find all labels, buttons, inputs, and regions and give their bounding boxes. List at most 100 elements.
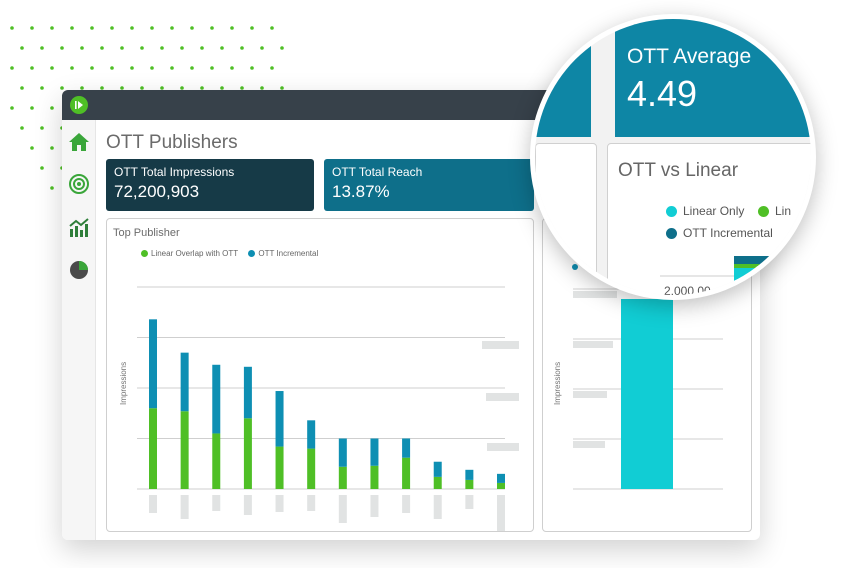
- decorative-dot: [40, 166, 44, 170]
- top-publisher-card: Top Publisher Linear Overlap with OTT OT…: [106, 218, 534, 532]
- legend-item: Linear Overlap with OTT: [141, 249, 238, 258]
- bar-linear-only: [734, 268, 794, 295]
- decorative-dot: [200, 46, 204, 50]
- decorative-dot: [170, 26, 174, 30]
- decorative-dot: [40, 126, 44, 130]
- bar-ott-incremental: [307, 420, 316, 449]
- decorative-dot: [80, 46, 84, 50]
- home-icon[interactable]: [67, 130, 91, 154]
- chart-title: OTT vs Linear: [618, 160, 739, 181]
- legend-item: OTT Incremental: [666, 226, 773, 240]
- decorative-dot: [270, 66, 274, 70]
- target-icon[interactable]: [67, 172, 91, 196]
- legend-item: Linear Only: [666, 204, 744, 218]
- x-tick-placeholder: [149, 495, 157, 513]
- decorative-dot: [90, 66, 94, 70]
- bar-ott-incremental: [402, 438, 411, 458]
- bar-linear-overlap: [402, 457, 411, 489]
- legend-swatch: [666, 205, 677, 217]
- decorative-dot: [150, 66, 154, 70]
- decorative-dot: [240, 46, 244, 50]
- kpi-value: 72,200,903: [114, 182, 200, 201]
- decorative-dot: [40, 86, 44, 90]
- legend-placeholder: [487, 443, 519, 451]
- x-tick-placeholder: [370, 495, 379, 517]
- decorative-dot: [230, 26, 234, 30]
- decorative-dot: [50, 66, 54, 70]
- decorative-dot: [30, 66, 34, 70]
- bar-ott-incremental: [338, 438, 347, 467]
- pie-chart-icon[interactable]: [67, 258, 91, 282]
- decorative-dot: [160, 46, 164, 50]
- magnified-kpi-ott-average: OTT Average 4.49: [615, 19, 811, 137]
- sidebar: [62, 120, 96, 540]
- decorative-dot: [280, 46, 284, 50]
- decorative-dot: [30, 26, 34, 30]
- app-logo-icon[interactable]: [70, 96, 88, 114]
- decorative-dot: [130, 26, 134, 30]
- decorative-dot: [70, 66, 74, 70]
- decorative-dot: [100, 46, 104, 50]
- decorative-dot: [10, 26, 14, 30]
- decorative-dot: [50, 106, 54, 110]
- legend-label: OTT Incremental: [258, 249, 319, 258]
- bar-ott-incremental: [497, 473, 505, 483]
- legend-swatch: [666, 227, 677, 239]
- bar-ott-incremental: [433, 461, 442, 477]
- x-tick-placeholder: [497, 495, 505, 531]
- bar-linear-overlap: [497, 482, 505, 489]
- decorative-dot: [200, 86, 204, 90]
- kpi-label: OTT Total Impressions: [114, 165, 235, 179]
- decorative-dot: [50, 146, 54, 150]
- magnified-card-edge: [535, 143, 597, 295]
- decorative-dot: [240, 86, 244, 90]
- legend-item: OTT Incremental: [248, 249, 318, 258]
- decorative-dot: [10, 66, 14, 70]
- y-tick-placeholder: [573, 341, 613, 348]
- decorative-dot: [20, 46, 24, 50]
- kpi-label: OTT Average: [627, 45, 752, 68]
- x-tick-placeholder: [402, 495, 411, 513]
- decorative-dot: [230, 66, 234, 70]
- bar-linear-overlap: [465, 479, 474, 489]
- decorative-dot: [210, 66, 214, 70]
- bar-linear-overlap: [212, 433, 221, 489]
- decorative-dot: [10, 106, 14, 110]
- bar-ott-incremental: [275, 391, 284, 447]
- x-tick-placeholder: [243, 495, 252, 515]
- legend-label: Linear Overlap with OTT: [151, 249, 239, 258]
- magnified-kpi-edge: [535, 19, 591, 137]
- x-tick-placeholder: [212, 495, 221, 511]
- chart-legend: Linear Overlap with OTT OTT Incremental: [141, 249, 326, 259]
- kpi-total-impressions: OTT Total Impressions 72,200,903: [106, 159, 314, 211]
- bar-linear-overlap: [275, 446, 284, 489]
- decorative-dot: [120, 86, 124, 90]
- decorative-dot: [70, 26, 74, 30]
- decorative-dot: [40, 46, 44, 50]
- bar-ott-incremental: [370, 438, 379, 466]
- decorative-dot: [250, 26, 254, 30]
- bar-linear-overlap: [433, 476, 442, 489]
- x-tick-placeholder: [275, 495, 284, 512]
- magnified-chart: [660, 256, 811, 295]
- decorative-dot: [30, 146, 34, 150]
- decorative-dot: [50, 26, 54, 30]
- decorative-dot: [140, 86, 144, 90]
- legend-label: Lin: [775, 204, 792, 218]
- kpi-value: 13.87%: [332, 182, 390, 201]
- decorative-dot: [80, 86, 84, 90]
- decorative-dot: [190, 26, 194, 30]
- legend-swatch: [248, 250, 256, 257]
- decorative-dot: [270, 26, 274, 30]
- decorative-dot: [180, 46, 184, 50]
- x-tick-placeholder: [338, 495, 347, 523]
- decorative-dot: [210, 26, 214, 30]
- decorative-dot: [220, 86, 224, 90]
- decorative-dot: [220, 46, 224, 50]
- chart-title: Top Publisher: [113, 227, 180, 239]
- decorative-dot: [140, 46, 144, 50]
- chart-icon[interactable]: [67, 216, 91, 240]
- bar-linear-only: [621, 299, 673, 489]
- legend-swatch: [141, 250, 148, 257]
